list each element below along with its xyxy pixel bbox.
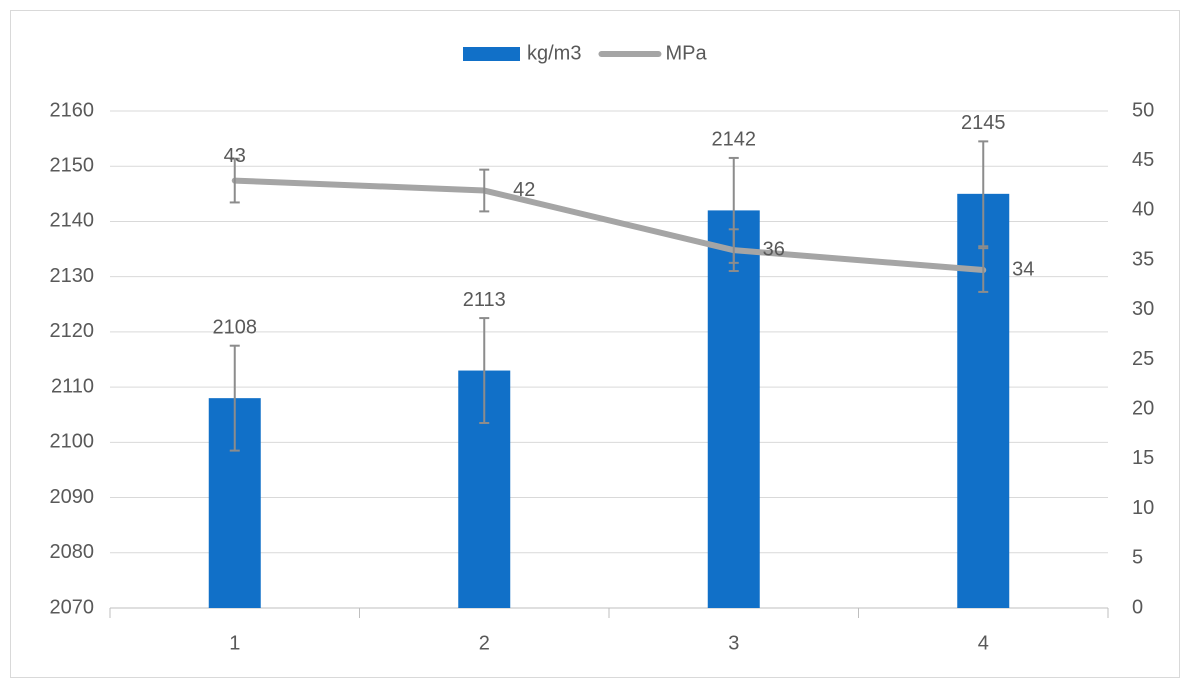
y-tick-label: 2100 (50, 431, 95, 453)
legend-label: kg/m3 (527, 42, 581, 64)
line (231, 177, 987, 274)
y2-tick-label: 20 (1132, 397, 1154, 419)
x-tick-label: 2 (479, 632, 490, 654)
x-tick-label: 4 (978, 632, 989, 654)
error-bar (229, 344, 240, 452)
data-label: 36 (763, 238, 785, 260)
y-tick-label: 2160 (50, 99, 95, 121)
y2-tick-label: 50 (1132, 99, 1154, 121)
y2-tick-label: 45 (1132, 149, 1154, 171)
bar (707, 210, 760, 608)
y2-tick-label: 25 (1132, 348, 1154, 370)
error-bar (479, 168, 490, 213)
y-tick-label: 2150 (50, 155, 95, 177)
x-tick-label: 1 (229, 632, 240, 654)
y2-tick-label: 5 (1132, 547, 1143, 569)
y-tick-label: 2130 (50, 265, 95, 287)
data-label: 43 (224, 145, 246, 167)
data-label: 2145 (961, 112, 1006, 134)
data-label: 34 (1012, 258, 1034, 280)
data-label: 2113 (463, 289, 506, 311)
error-bar (728, 228, 739, 273)
y-tick-label: 2120 (50, 320, 95, 342)
y2-tick-label: 30 (1132, 298, 1154, 320)
y-tick-label: 2090 (50, 486, 95, 508)
y-tick-label: 2110 (51, 375, 94, 397)
x-tick-label: 3 (728, 632, 739, 654)
legend-swatch (463, 47, 520, 61)
y2-tick-label: 0 (1132, 596, 1143, 618)
y-tick-label: 2070 (50, 596, 95, 618)
legend-label: MPa (665, 42, 707, 64)
error-bar (978, 247, 989, 293)
error-bar (229, 157, 240, 204)
error-bar (479, 317, 490, 425)
data-label: 2142 (712, 129, 757, 151)
y2-tick-label: 15 (1132, 447, 1154, 469)
y2-tick-label: 40 (1132, 199, 1154, 221)
y2-tick-label: 10 (1132, 497, 1154, 519)
error-bar (978, 140, 989, 248)
y-tick-label: 2140 (50, 210, 95, 232)
y-tick-label: 2080 (50, 541, 95, 563)
data-label: 42 (513, 179, 535, 201)
y2-tick-label: 35 (1132, 248, 1154, 270)
data-label: 2108 (213, 316, 258, 338)
